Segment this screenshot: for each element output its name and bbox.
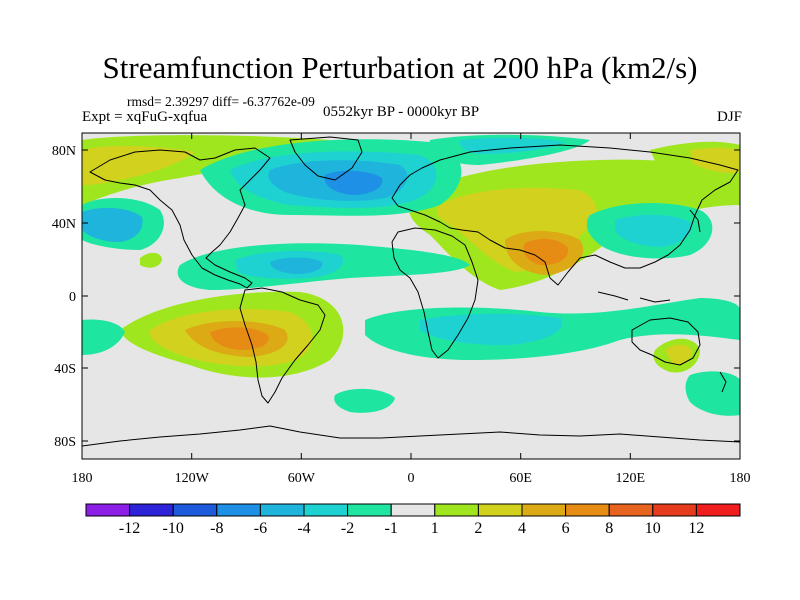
coast-south-america <box>239 287 326 404</box>
colorbar-label-13: 12 <box>688 520 704 537</box>
colorbar-label-5: -2 <box>341 520 354 537</box>
season-label: DJF <box>716 109 742 125</box>
colorbar-label-4: -4 <box>297 520 310 537</box>
anom-neg-southern-ocean <box>334 388 395 413</box>
colorbar-label-8: 2 <box>474 520 482 537</box>
lon-label-120e: 120E <box>616 471 646 486</box>
anom-neg-subtropical-atlantic-core <box>270 257 323 274</box>
coast-new-zealand <box>719 371 727 393</box>
coast-eurasia <box>391 144 739 286</box>
coast-greenland <box>289 136 363 181</box>
colorbar-labels: -12 -10 -8 -6 -4 -2 -1 1 2 4 6 8 10 12 <box>119 520 704 537</box>
colorbar-box-10 <box>521 503 567 517</box>
anom-pos-arctic-pacific-core <box>82 145 195 185</box>
colorbar-label-9: 4 <box>518 520 526 537</box>
coast-north-america <box>89 147 271 289</box>
colorbar-box-3 <box>216 503 261 517</box>
colorbar-box-13 <box>652 503 697 517</box>
lon-label-180-left: 180 <box>72 471 93 486</box>
anom-neg-north-pacific-west-core <box>82 207 143 242</box>
lon-label-180-right: 180 <box>730 471 751 486</box>
anom-pos-asia-peak <box>523 238 569 266</box>
lon-label-120w: 120W <box>175 471 210 486</box>
colorbar-box-2 <box>172 503 218 517</box>
anom-neg-indian-ocean-core <box>420 313 563 346</box>
anom-neg-south-pacific <box>82 319 125 355</box>
period-label: 0552kyr BP - 0000kyr BP <box>323 104 480 120</box>
colorbar-label-1: -10 <box>163 520 184 537</box>
colorbar-box-1 <box>129 503 174 517</box>
coastlines <box>82 136 740 447</box>
colorbar-box-6 <box>347 503 392 517</box>
lat-label-80s: 80S <box>54 435 76 450</box>
colorbar <box>85 503 741 517</box>
anom-pos-australia-core <box>665 344 692 364</box>
lon-label-0: 0 <box>408 471 415 486</box>
colorbar-label-7: 1 <box>431 520 439 537</box>
colorbar-box-12 <box>608 503 654 517</box>
anom-pos-small-pacific <box>140 252 162 268</box>
coast-australia <box>631 317 701 366</box>
colorbar-label-12: 10 <box>645 520 661 537</box>
lat-label-40n: 40N <box>52 217 76 232</box>
colorbar-box-5 <box>303 503 349 517</box>
experiment-label: Expt = xqFuG-xqfua <box>82 109 208 125</box>
chart-title: Streamfunction Perturbation at 200 hPa (… <box>102 50 698 85</box>
colorbar-label-0: -12 <box>119 520 140 537</box>
coast-indonesia <box>597 291 671 303</box>
anom-pos-south-america-peak <box>210 327 269 350</box>
coast-africa <box>391 227 479 359</box>
colorbar-box-8 <box>434 503 479 517</box>
stats-line: rmsd= 2.39297 diff= -6.37762e-09 <box>127 94 315 109</box>
anom-neg-east-asia-core <box>615 214 691 247</box>
lat-label-80n: 80N <box>52 144 76 159</box>
lon-label-60e: 60E <box>509 471 532 486</box>
anom-neg-tasman <box>685 371 740 416</box>
longitude-axis: 180 120W 60W 0 60E 120E 180 <box>72 133 751 486</box>
colorbar-box-7 <box>390 503 436 517</box>
colorbar-label-6: -1 <box>385 520 398 537</box>
lon-label-60w: 60W <box>288 471 316 486</box>
colorbar-box-11 <box>565 503 610 517</box>
colorbar-label-2: -8 <box>210 520 223 537</box>
colorbar-box-0 <box>85 503 131 517</box>
colorbar-box-4 <box>259 503 305 517</box>
lat-label-40s: 40S <box>54 362 76 377</box>
coast-antarctica <box>82 425 740 447</box>
latitude-axis: 80N 40N 0 40S 80S <box>52 144 740 450</box>
colorbar-label-11: 8 <box>605 520 613 537</box>
colorbar-box-14 <box>695 503 741 517</box>
field-layer <box>82 133 740 459</box>
colorbar-box-9 <box>477 503 523 517</box>
colorbar-label-3: -6 <box>254 520 267 537</box>
colorbar-label-10: 6 <box>562 520 570 537</box>
lat-label-0: 0 <box>69 290 76 305</box>
coast-japan <box>689 209 701 233</box>
